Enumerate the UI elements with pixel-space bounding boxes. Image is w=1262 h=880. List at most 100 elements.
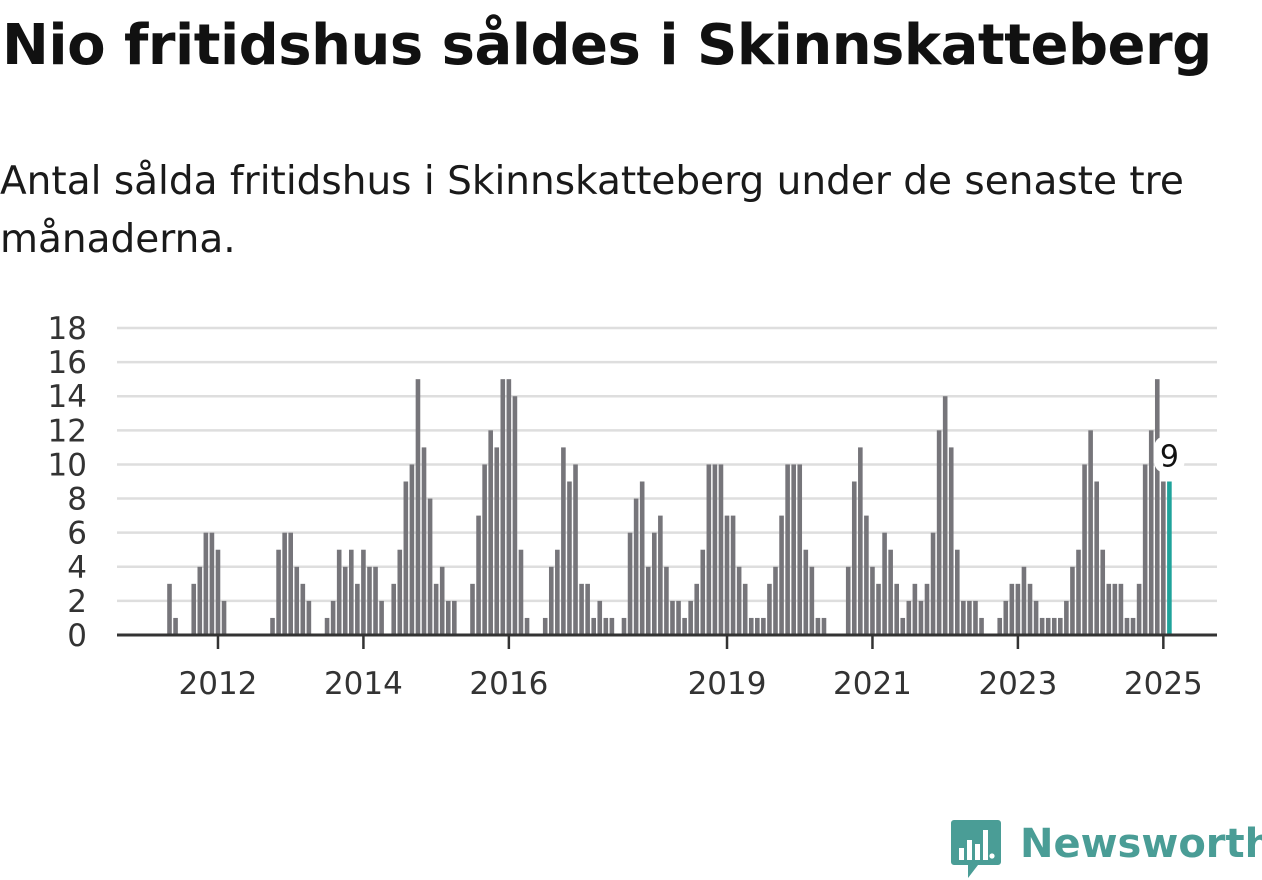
- bar: [773, 566, 778, 635]
- bar: [452, 600, 457, 635]
- bar: [567, 481, 572, 635]
- bar: [742, 583, 748, 635]
- y-tick-label: 12: [48, 413, 87, 449]
- bar: [1027, 583, 1033, 635]
- bar: [1039, 617, 1045, 635]
- bar: [639, 481, 645, 635]
- bar: [997, 617, 1003, 635]
- bar: [1154, 379, 1160, 635]
- bar: [324, 617, 330, 635]
- bar: [1076, 549, 1081, 635]
- bar: [439, 566, 445, 635]
- bar: [415, 379, 421, 635]
- bar: [936, 430, 942, 635]
- bar: [670, 600, 675, 635]
- bar: [421, 447, 427, 635]
- bar: [1106, 583, 1112, 635]
- bar: [1082, 464, 1087, 635]
- bar: [579, 583, 584, 635]
- newsworthy-logo: Newsworthy: [950, 818, 1262, 878]
- bar: [203, 532, 209, 635]
- bar: [482, 464, 487, 635]
- bar: [397, 549, 403, 635]
- bar: [555, 549, 560, 635]
- bar: [270, 617, 275, 635]
- y-tick-label: 8: [67, 482, 87, 518]
- bar: [561, 447, 566, 635]
- bar: [942, 396, 948, 635]
- bar: [961, 600, 966, 635]
- bar: [409, 464, 415, 635]
- bar: [330, 600, 336, 635]
- bar: [518, 549, 524, 635]
- x-tick-label: 2025: [1124, 666, 1203, 702]
- bar: [736, 566, 742, 635]
- bar: [506, 379, 512, 635]
- bar: [1124, 617, 1130, 635]
- bar: [652, 532, 657, 635]
- bar: [870, 566, 875, 635]
- bar: [918, 600, 924, 635]
- bar: [609, 617, 615, 635]
- bar: [1064, 600, 1069, 635]
- x-tick-label: 2014: [324, 666, 403, 702]
- bar: [718, 464, 724, 635]
- bar: [336, 549, 342, 635]
- bar: [276, 549, 281, 635]
- bar: [809, 566, 815, 635]
- bar: [755, 617, 760, 635]
- bar: [664, 566, 669, 635]
- bar: [1118, 583, 1124, 635]
- bar: [433, 583, 439, 635]
- highlight-label-bg: [1154, 436, 1185, 473]
- bar: [1142, 464, 1148, 635]
- brand-name: Newsworthy: [1020, 821, 1262, 867]
- bar: [573, 464, 578, 635]
- bar: [882, 532, 887, 635]
- bar: [979, 617, 984, 635]
- bar: [1009, 583, 1015, 635]
- bar: [1058, 617, 1063, 635]
- bar: [512, 396, 518, 635]
- bar: [730, 515, 736, 635]
- bar: [821, 617, 827, 635]
- y-tick-label: 0: [67, 618, 87, 654]
- bar: [845, 566, 851, 635]
- bar: [191, 583, 197, 635]
- bar: [1033, 600, 1039, 635]
- bar-highlight: [1167, 481, 1172, 635]
- bar: [761, 617, 766, 635]
- x-axis: 2012 2014 2016 2019 2021 2023 2025: [117, 633, 1217, 702]
- bar: [748, 617, 754, 635]
- bar: [658, 515, 663, 635]
- bar: [445, 600, 451, 635]
- x-tick-label: 2021: [833, 666, 912, 702]
- bar: [167, 583, 172, 635]
- bar: [676, 600, 681, 635]
- bar: [627, 532, 633, 635]
- bar: [300, 583, 306, 635]
- bar: [488, 430, 493, 635]
- bar: [349, 549, 354, 635]
- bar: [524, 617, 530, 635]
- bar: [494, 447, 500, 635]
- bar: [706, 464, 712, 635]
- bar: [967, 600, 972, 635]
- bar: [282, 532, 287, 635]
- bar: [767, 583, 772, 635]
- bar: [597, 600, 603, 635]
- bar: [779, 515, 784, 635]
- bar: [1100, 549, 1106, 635]
- x-tick-label: 2016: [469, 666, 548, 702]
- bar: [215, 549, 221, 635]
- bar: [924, 583, 930, 635]
- bar: [542, 617, 548, 635]
- y-tick-label: 18: [48, 311, 87, 347]
- bar: [688, 600, 693, 635]
- bar: [1088, 430, 1093, 635]
- y-tick-label: 4: [67, 550, 87, 586]
- bar: [379, 600, 384, 635]
- bar: [791, 464, 796, 635]
